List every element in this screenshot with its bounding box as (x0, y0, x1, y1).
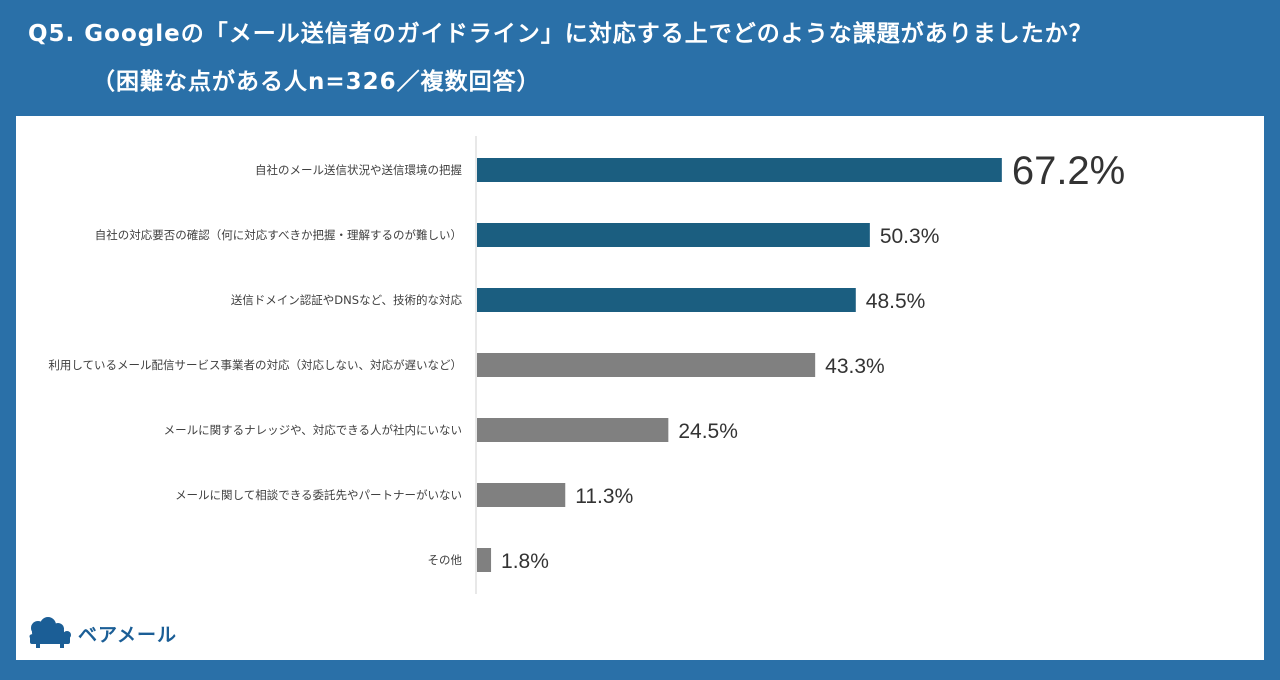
bar (477, 223, 870, 247)
bar (477, 418, 669, 442)
bear-cloud-icon (29, 617, 71, 648)
category-label: 利用しているメール配信サービス事業者の対応（対応しない、対応が遅いなど） (48, 358, 462, 372)
category-label: その他 (428, 553, 463, 567)
category-label: 自社の対応要否の確認（何に対応すべきか把握・理解するのが難しい） (95, 228, 462, 242)
category-label: 送信ドメイン認証やDNSなど、技術的な対応 (231, 293, 463, 307)
value-label: 24.5% (678, 420, 738, 443)
chart-title: Q5. Googleの「メール送信者のガイドライン」に対応する上でどのような課題… (28, 21, 1093, 47)
value-label: 11.3% (575, 485, 633, 508)
value-label: 1.8% (501, 550, 549, 573)
value-label: 43.3% (825, 355, 885, 378)
brand-name: ベアメール (78, 623, 178, 646)
bar (477, 483, 566, 507)
value-label: 48.5% (866, 290, 926, 313)
value-label: 50.3% (880, 225, 940, 248)
category-label: メールに関して相談できる委託先やパートナーがいない (175, 488, 462, 502)
bar (477, 158, 1002, 182)
bar-chart: 自社のメール送信状況や送信環境の把握 67.2% 自社の対応要否の確認（何に対応すべ… (48, 136, 1125, 594)
chart-subtitle: （困難な点がある人n=326／複数回答） (92, 69, 541, 95)
category-label: メールに関するナレッジや、対応できる人が社内にいない (164, 423, 462, 437)
bar (477, 548, 492, 572)
category-label: 自社のメール送信状況や送信環境の把握 (255, 163, 462, 177)
value-label: 67.2% (1012, 149, 1125, 193)
chart-panel: 自社のメール送信状況や送信環境の把握 67.2% 自社の対応要否の確認（何に対応すべ… (16, 116, 1264, 660)
brand-logo: ベアメール (26, 616, 177, 650)
bar (477, 353, 816, 377)
bar (477, 288, 856, 312)
